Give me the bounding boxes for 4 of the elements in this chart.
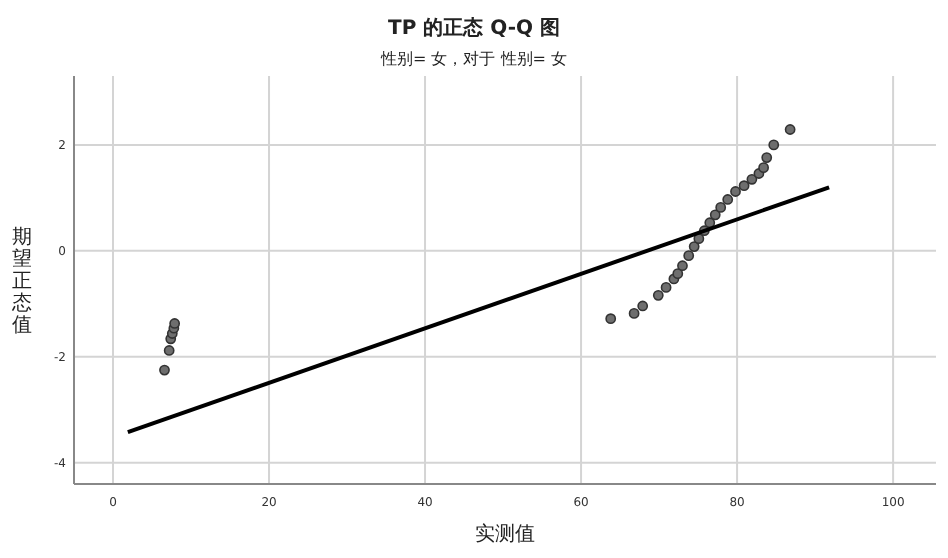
x-axis-title: 实测值 bbox=[475, 522, 535, 546]
chart-title: TP 的正态 Q-Q 图 bbox=[388, 16, 560, 40]
chart-subtitle: 性别= 女，对于 性别= 女 bbox=[378, 50, 568, 68]
y-axis-title: 期望正态值 bbox=[10, 225, 32, 337]
